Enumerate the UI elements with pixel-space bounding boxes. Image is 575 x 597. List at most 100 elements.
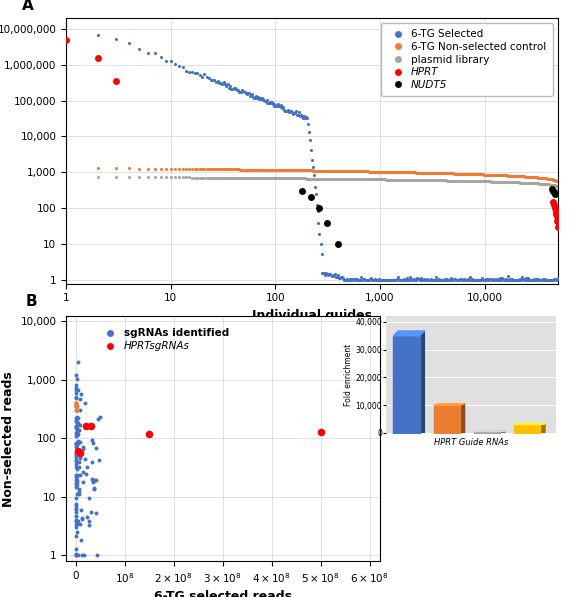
Point	[447, 176, 456, 185]
Point	[263, 98, 272, 107]
Point	[390, 275, 399, 285]
X-axis label: Individual guides: Individual guides	[252, 309, 372, 322]
Point	[150, 48, 159, 58]
Point	[305, 136, 315, 145]
Point	[322, 166, 331, 176]
Point	[327, 174, 336, 184]
Point	[396, 175, 405, 184]
Point	[442, 275, 451, 285]
Point	[376, 175, 385, 184]
Point	[214, 165, 224, 174]
Point	[477, 177, 486, 186]
Point	[258, 94, 267, 104]
Point	[80, 455, 89, 464]
Point	[489, 274, 499, 284]
Point	[454, 169, 463, 179]
Point	[534, 179, 543, 188]
Point	[71, 380, 80, 390]
Point	[458, 275, 467, 284]
Point	[313, 206, 322, 216]
Point	[501, 177, 510, 187]
Point	[208, 75, 217, 85]
Point	[392, 175, 401, 184]
Point	[342, 167, 351, 176]
Point	[71, 439, 80, 448]
Point	[432, 275, 441, 285]
Point	[309, 166, 318, 176]
Point	[393, 272, 402, 282]
Point	[331, 166, 340, 176]
Point	[224, 83, 233, 93]
Point	[383, 175, 392, 184]
Point	[394, 167, 404, 177]
Point	[517, 171, 526, 181]
Point	[293, 174, 302, 183]
Point	[407, 168, 416, 177]
Point	[419, 168, 428, 177]
Point	[268, 100, 277, 109]
Point	[459, 176, 469, 186]
Point	[174, 164, 183, 174]
Point	[236, 87, 246, 96]
Point	[462, 275, 471, 285]
Point	[112, 76, 121, 86]
Polygon shape	[393, 331, 424, 336]
Point	[549, 180, 558, 190]
Point	[397, 275, 407, 285]
Point	[271, 174, 281, 183]
Point	[74, 487, 83, 496]
Point	[355, 167, 365, 176]
Point	[380, 175, 389, 184]
Point	[522, 273, 531, 283]
Point	[442, 168, 451, 178]
Point	[339, 166, 348, 176]
Point	[480, 275, 489, 284]
Point	[80, 398, 89, 408]
Point	[71, 389, 80, 398]
Point	[200, 164, 209, 174]
Polygon shape	[460, 404, 465, 433]
Point	[292, 174, 301, 183]
Point	[538, 275, 547, 285]
Point	[262, 165, 271, 175]
Point	[495, 177, 504, 186]
Point	[484, 275, 493, 285]
Point	[550, 176, 559, 185]
Point	[72, 512, 81, 521]
Point	[538, 179, 547, 189]
Point	[427, 176, 436, 185]
Point	[359, 274, 369, 284]
Point	[547, 175, 557, 184]
Point	[500, 171, 509, 180]
Point	[534, 173, 543, 182]
Point	[248, 165, 257, 174]
Point	[222, 165, 231, 174]
Point	[270, 173, 279, 183]
Point	[250, 173, 259, 183]
Point	[513, 178, 522, 187]
Point	[95, 412, 105, 421]
Point	[351, 174, 361, 184]
Point	[312, 166, 321, 176]
Point	[418, 168, 427, 177]
Point	[532, 173, 542, 182]
Point	[547, 184, 557, 193]
Point	[392, 275, 401, 285]
Point	[462, 169, 471, 179]
Point	[346, 275, 355, 285]
Point	[367, 174, 376, 184]
Point	[491, 275, 500, 284]
Point	[309, 174, 318, 183]
Point	[314, 204, 323, 213]
Point	[314, 219, 323, 228]
Point	[72, 451, 81, 460]
Point	[411, 175, 420, 184]
Point	[438, 168, 447, 178]
Point	[474, 275, 484, 285]
Point	[473, 176, 482, 186]
Point	[329, 270, 339, 280]
Point	[504, 272, 513, 281]
Point	[415, 176, 424, 185]
Point	[325, 166, 335, 176]
Point	[400, 175, 409, 184]
